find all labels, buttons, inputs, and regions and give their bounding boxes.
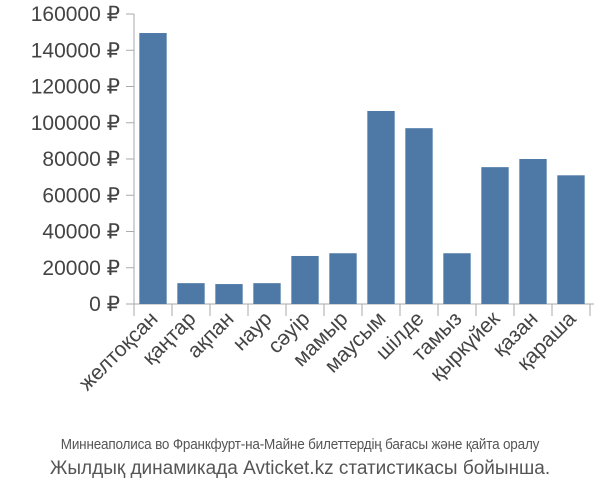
y-tick-label: 0 ₽ bbox=[89, 293, 120, 316]
y-tick-label: 100000 ₽ bbox=[31, 112, 120, 135]
bar bbox=[177, 283, 205, 304]
bar bbox=[329, 253, 357, 304]
bar bbox=[519, 159, 547, 304]
bar bbox=[215, 284, 243, 304]
bars bbox=[139, 33, 585, 304]
bar bbox=[367, 110, 395, 304]
y-axis: 0 ₽ 20000 ₽ 40000 ₽ 60000 ₽ 80000 ₽ 100000 ₽ 1… bbox=[31, 3, 135, 316]
caption-line-1: Миннеаполиса во Франкфурт-на-Майне билет… bbox=[60, 436, 540, 453]
y-tick-label: 120000 ₽ bbox=[31, 76, 120, 99]
caption-line-2: Жылдық динамикада Avticket.kz статистика… bbox=[49, 458, 551, 479]
x-labels: желтоқсанқаңтарақпаннаурсәуірмамырмаусым… bbox=[75, 307, 581, 395]
bar bbox=[253, 283, 281, 304]
y-tick-label: 80000 ₽ bbox=[42, 148, 120, 171]
y-tick-label: 40000 ₽ bbox=[42, 221, 120, 244]
y-tick-label: 20000 ₽ bbox=[42, 257, 120, 280]
y-tick-label: 60000 ₽ bbox=[42, 184, 120, 207]
bar bbox=[405, 128, 433, 304]
bar bbox=[443, 253, 471, 304]
bar-chart: 0 ₽ 20000 ₽ 40000 ₽ 60000 ₽ 80000 ₽ 100000 ₽ 1… bbox=[31, 3, 594, 395]
y-tick-label: 160000 ₽ bbox=[31, 3, 120, 26]
bar bbox=[557, 175, 585, 304]
bar bbox=[481, 167, 509, 304]
y-tick-label: 140000 ₽ bbox=[31, 39, 120, 62]
bar bbox=[139, 33, 167, 304]
bar bbox=[291, 255, 319, 304]
